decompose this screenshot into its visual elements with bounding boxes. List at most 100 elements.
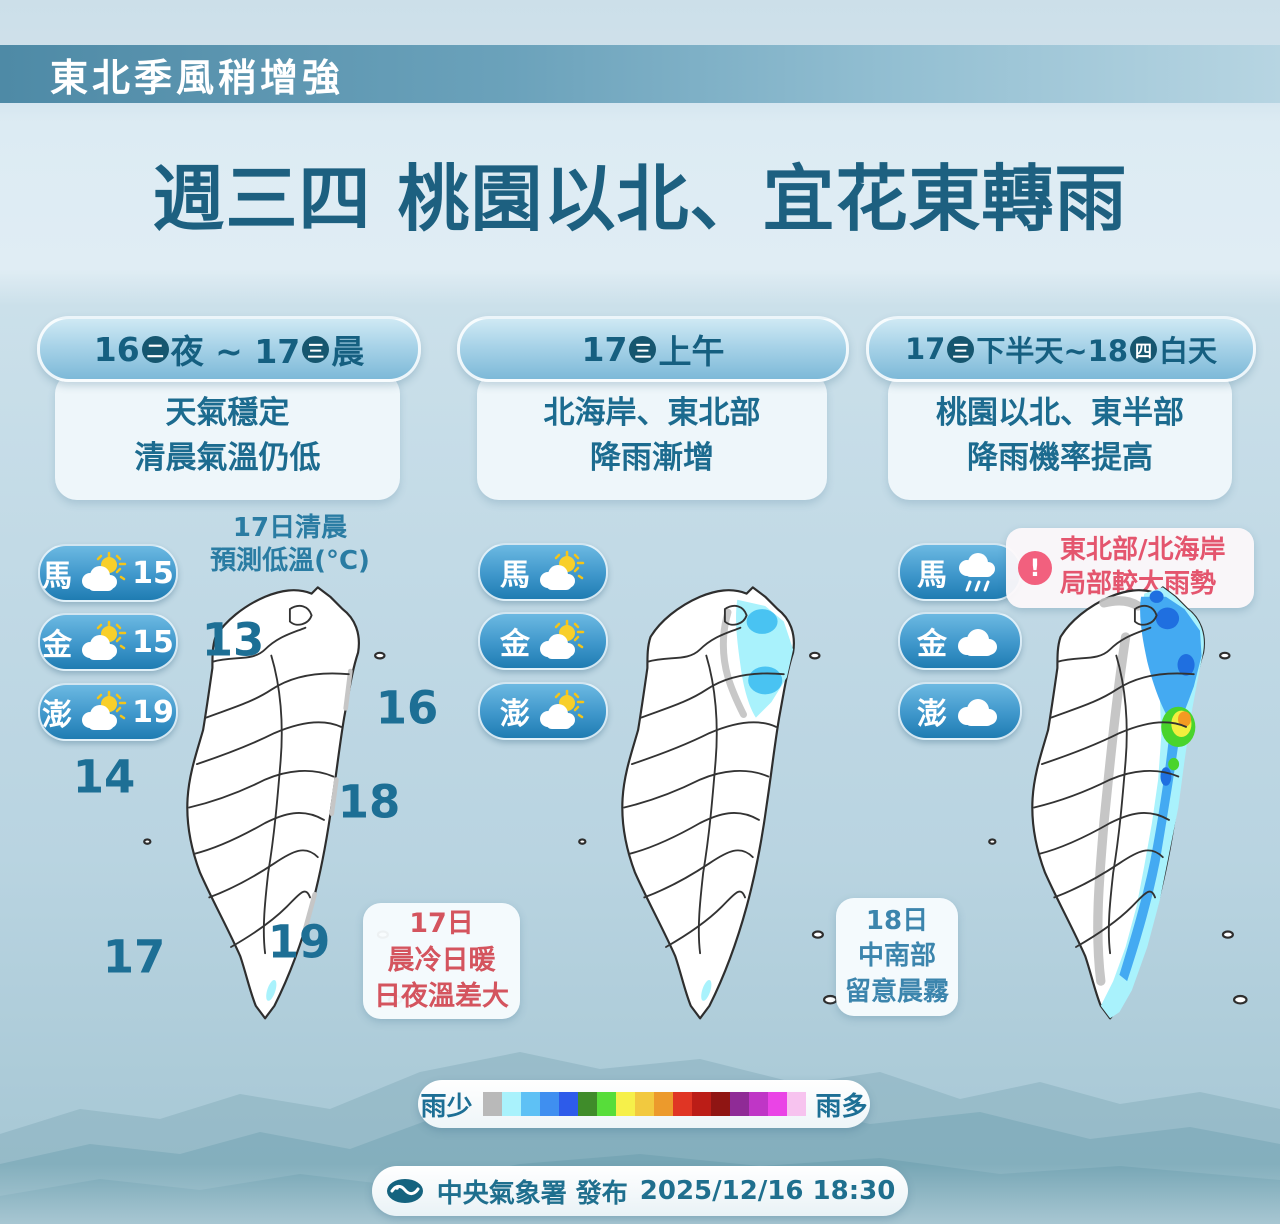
island-pill-penghu: 澎 xyxy=(478,682,608,740)
note-line1: 17日清晨 xyxy=(232,513,348,543)
cloud-icon xyxy=(958,699,997,726)
rain-legend: 雨少 雨多 xyxy=(418,1080,870,1128)
panel2-header-text: 17 xyxy=(581,329,628,369)
island-label: 金 xyxy=(42,628,73,663)
day-badge-tue: 二 xyxy=(141,335,169,363)
note-line2: 預測低溫(°C) xyxy=(210,545,370,576)
day-badge-wed: 三 xyxy=(302,335,330,363)
island-pill-kinmen: 金 xyxy=(898,612,1022,670)
island-pill-kinmen: 金 15 xyxy=(38,613,178,671)
red-box-line3: 日夜溫差大 xyxy=(374,981,509,1013)
legend-swatch xyxy=(767,1092,787,1116)
island-label: 金 xyxy=(500,627,530,662)
footer-attribution: 中央氣象署 發布 2025/12/16 18:30 xyxy=(372,1166,908,1216)
taiwan-map-panel3 xyxy=(988,586,1248,1020)
footer-agency: 中央氣象署 發布 xyxy=(436,1178,628,1209)
panel1-header-text: 16 xyxy=(93,329,140,369)
island-temp: 15 xyxy=(132,555,174,591)
island-label: 馬 xyxy=(42,559,73,594)
fog-box-line3: 留意晨霧 xyxy=(844,976,949,1007)
island-pill-penghu: 澎 xyxy=(898,682,1022,740)
panel3-summary-line2: 降雨機率提高 xyxy=(967,440,1153,476)
sun-cloud-icon xyxy=(540,619,585,659)
panel1-summary-line2: 清晨氣溫仍低 xyxy=(134,440,321,476)
day-badge-thu: 四 xyxy=(1130,335,1157,363)
panel1-header: 16 二 夜 ~ 17 三 晨 xyxy=(37,316,421,382)
legend-swatch xyxy=(672,1092,692,1116)
island-label: 馬 xyxy=(500,558,530,593)
sun-cloud-icon xyxy=(82,551,127,591)
day-badge-wed: 三 xyxy=(629,335,657,363)
temp-label-southeast: 19 xyxy=(267,915,331,969)
taiwan-map-panel2 xyxy=(578,586,838,1020)
legend-label-more: 雨多 xyxy=(815,1091,868,1122)
temp-label-north: 13 xyxy=(201,613,265,667)
panel3-summary-line1: 桃園以北、東半部 xyxy=(936,395,1184,432)
panel3-summary-card: 桃園以北、東半部 降雨機率提高 xyxy=(888,372,1232,500)
top-banner: 東北季風稍增強 xyxy=(0,45,1280,103)
cloud-icon xyxy=(958,629,997,656)
panel3-header-text: 下半天~18 xyxy=(976,334,1128,368)
island-label: 馬 xyxy=(917,558,947,593)
sun-cloud-icon xyxy=(540,550,585,590)
panel2-summary-card: 北海岸、東北部 降雨漸增 xyxy=(477,372,827,500)
exclamation-icon: ! xyxy=(1018,550,1052,585)
temp-label-southwest: 17 xyxy=(102,930,166,984)
panel2-header: 17 三 上午 xyxy=(457,316,849,382)
panel1-summary-card: 天氣穩定 清晨氣溫仍低 xyxy=(55,372,400,500)
rain-cloud-icon xyxy=(959,553,995,592)
day-badge-wed: 三 xyxy=(947,335,975,363)
island-label: 澎 xyxy=(42,698,73,733)
footer-datetime: 2025/12/16 18:30 xyxy=(639,1176,896,1206)
panel1-header-text: 夜 ~ 17 xyxy=(170,332,301,371)
temp-label-east: 18 xyxy=(337,775,401,829)
panel2-summary-line2: 降雨漸增 xyxy=(590,440,714,476)
island-temp: 19 xyxy=(132,694,174,730)
island-label: 金 xyxy=(917,627,947,662)
temp-label-west: 14 xyxy=(72,750,136,804)
island-pill-kinmen: 金 xyxy=(478,612,608,670)
legend-color-scale xyxy=(482,1092,806,1116)
banner-text: 東北季風稍增強 xyxy=(50,55,345,100)
legend-swatch xyxy=(748,1092,768,1116)
island-label: 澎 xyxy=(500,697,530,732)
panel2-summary-line1: 北海岸、東北部 xyxy=(543,395,761,432)
legend-swatch xyxy=(729,1092,749,1116)
temp-label-northeast: 16 xyxy=(375,681,439,735)
panel1-summary-line1: 天氣穩定 xyxy=(165,395,290,432)
fog-box-line1: 18日 xyxy=(865,906,929,937)
panel3-header-text: 17 xyxy=(904,332,946,366)
legend-swatch xyxy=(482,1092,502,1116)
island-pill-matsu: 馬 15 xyxy=(38,544,178,602)
sun-cloud-icon xyxy=(82,690,127,730)
legend-swatch xyxy=(596,1092,616,1116)
warning-line1: 東北部/北海岸 xyxy=(1060,535,1226,565)
sun-cloud-icon xyxy=(540,689,585,729)
page-title: 週三四 桃園以北、宜花東轉雨 xyxy=(152,157,1128,241)
red-box-line1: 17日 xyxy=(409,908,474,940)
fog-box-line2: 中南部 xyxy=(857,941,936,972)
island-label: 澎 xyxy=(917,697,947,732)
island-pill-penghu: 澎 19 xyxy=(38,683,178,741)
legend-swatch xyxy=(539,1092,559,1116)
island-pill-matsu: 馬 xyxy=(478,543,608,601)
red-box-line2: 晨冷日暖 xyxy=(387,944,496,976)
legend-swatch xyxy=(786,1092,806,1116)
legend-swatch xyxy=(501,1092,521,1116)
legend-swatch xyxy=(710,1092,730,1116)
cwa-logo-icon xyxy=(386,1179,423,1203)
day-night-temp-box: 17日 晨冷日暖 日夜溫差大 xyxy=(363,903,520,1019)
legend-swatch xyxy=(691,1092,711,1116)
legend-label-less: 雨少 xyxy=(420,1091,473,1122)
morning-fog-box: 18日 中南部 留意晨霧 xyxy=(836,898,958,1016)
sun-cloud-icon xyxy=(82,620,127,660)
legend-swatch xyxy=(577,1092,597,1116)
legend-swatch xyxy=(558,1092,578,1116)
panel1-low-temp-note: 17日清晨 預測低溫(°C) xyxy=(190,512,390,577)
legend-swatch xyxy=(520,1092,540,1116)
legend-swatch xyxy=(615,1092,635,1116)
legend-swatch xyxy=(653,1092,673,1116)
panel2-header-text: 上午 xyxy=(658,332,725,371)
island-temp: 15 xyxy=(132,624,174,660)
